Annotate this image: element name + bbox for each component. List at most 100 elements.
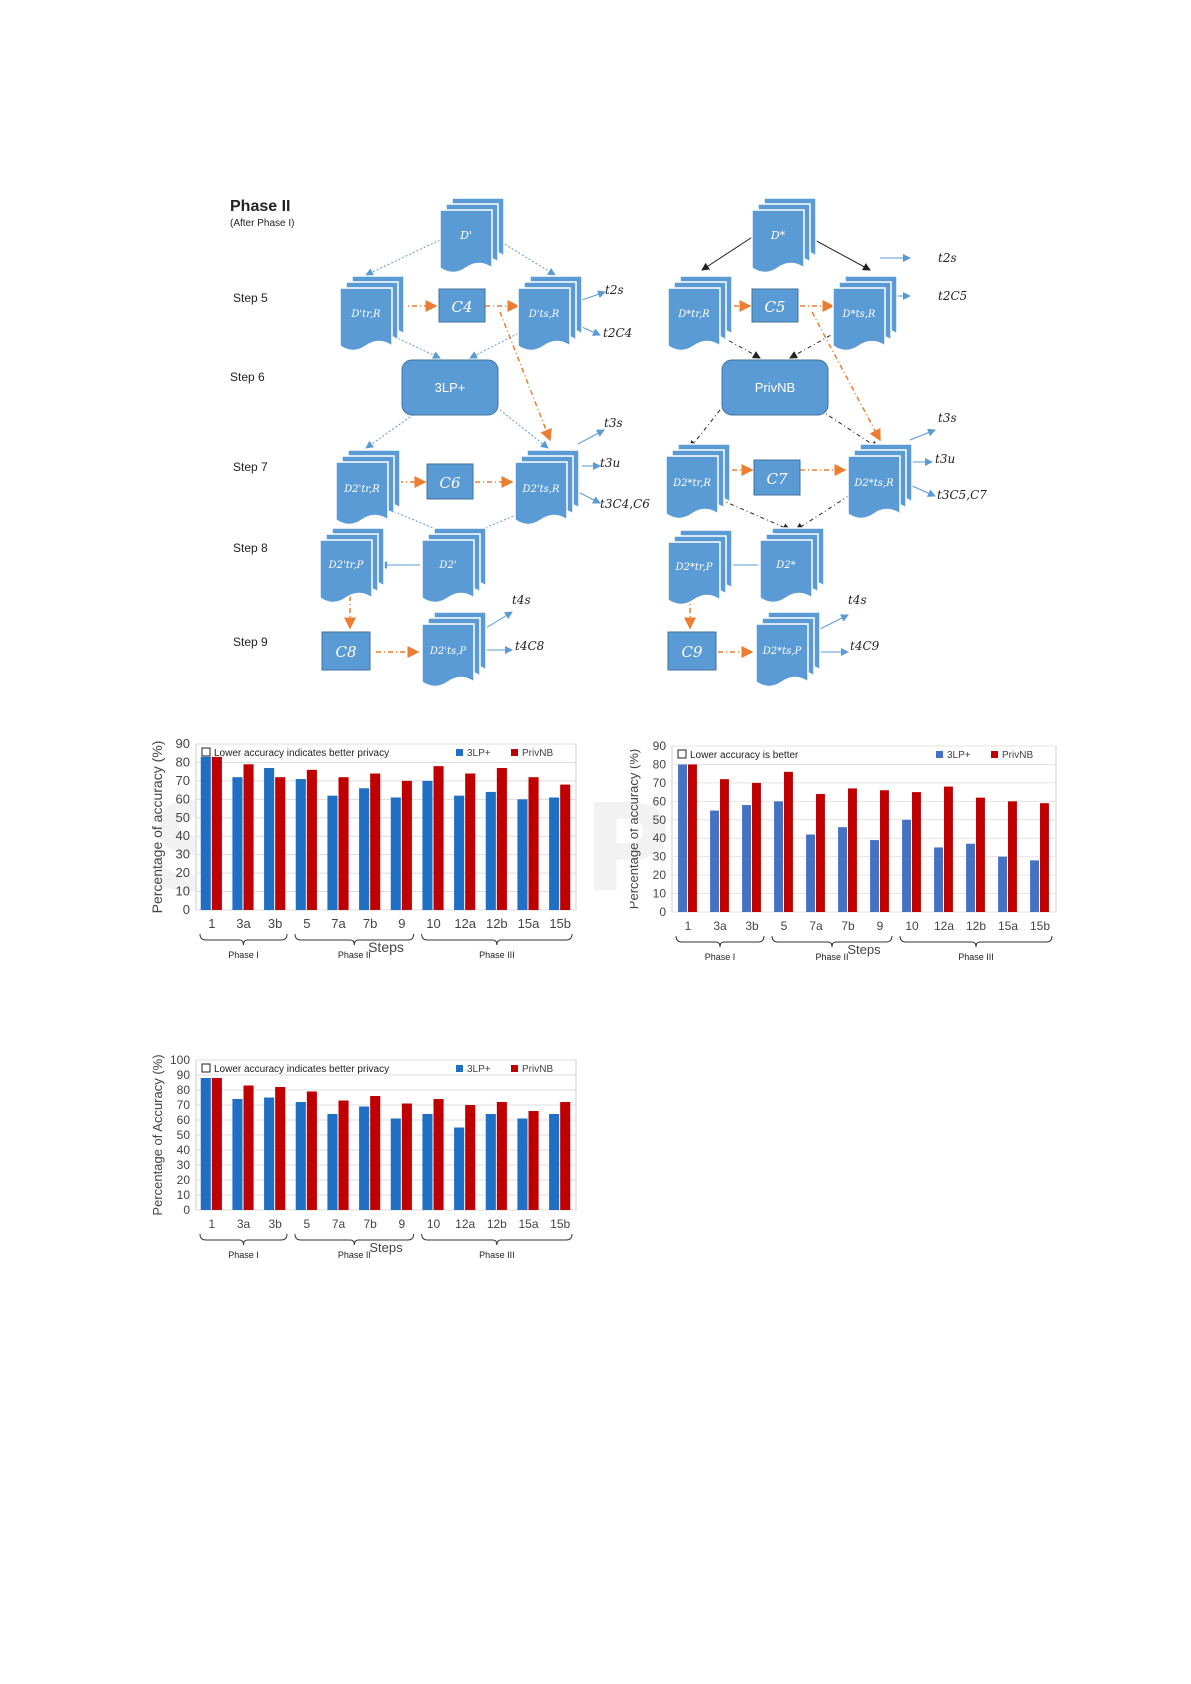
bar-3lp: [934, 847, 943, 912]
y-tick-label: 10: [653, 887, 667, 901]
svg-text:C6: C6: [439, 474, 460, 492]
x-tick-label: 10: [427, 1217, 441, 1231]
y-tick-label: 50: [653, 813, 667, 827]
step-label: Step 7: [233, 460, 268, 474]
checkbox-icon: [201, 747, 211, 757]
plot-area: [195, 743, 577, 911]
chart-svg: 0 10 20 30 40 50 60 70 80 90 Percentage of accurac…: [149, 736, 577, 960]
y-tick-label: 90: [653, 739, 667, 753]
bar-3lp: [232, 777, 243, 910]
bar-privnb: [211, 756, 222, 910]
bar-3lp: [806, 834, 815, 912]
x-tick-label: 12b: [966, 919, 986, 933]
bar-privnb: [465, 773, 476, 910]
bar-3lp: [359, 788, 370, 910]
y-tick-label: 30: [653, 850, 667, 864]
legend-label: 3LP+: [467, 1064, 491, 1075]
bar-privnb: [1008, 801, 1017, 912]
bar-privnb: [496, 1102, 507, 1210]
svg-text:D2': D2': [438, 560, 456, 571]
bar-privnb: [976, 797, 985, 912]
bar-3lp: [710, 810, 719, 912]
x-tick-label: 5: [303, 1217, 310, 1231]
y-tick-label: 0: [183, 1203, 190, 1217]
svg-text:D2*: D2*: [775, 560, 795, 571]
phase-label: Phase III: [479, 1250, 515, 1260]
bar-privnb: [338, 777, 349, 910]
step-label: Step 8: [233, 541, 268, 555]
x-tick-label: 5: [781, 919, 788, 933]
classifier-box: [321, 631, 371, 671]
bar-3lp: [295, 779, 306, 910]
svg-text:t3u: t3u: [935, 452, 955, 466]
bar-3lp: [966, 843, 975, 912]
bar-3lp: [870, 840, 879, 912]
svg-text:C5: C5: [764, 298, 785, 316]
y-tick-label: 70: [177, 1098, 191, 1112]
x-tick-label: 7b: [363, 916, 377, 931]
x-tick-label: 3a: [236, 916, 251, 931]
bar-3lp: [485, 1114, 496, 1210]
x-tick-label: 7b: [363, 1217, 377, 1231]
bar-3lp: [327, 795, 338, 910]
x-tick-label: 7a: [809, 919, 823, 933]
y-tick-label: 70: [653, 776, 667, 790]
phase-label: Phase I: [705, 952, 736, 962]
x-tick-label: 15a: [518, 916, 540, 931]
x-tick-label: 3a: [713, 919, 727, 933]
x-tick-label: 3a: [237, 1217, 251, 1231]
bar-privnb: [784, 771, 793, 912]
annotation-text: Lower accuracy indicates better privacy: [214, 1064, 389, 1075]
phase-brace: [199, 933, 288, 946]
bar-privnb: [848, 788, 857, 912]
bar-privnb: [688, 764, 697, 912]
bar-privnb: [275, 1087, 286, 1210]
annotation-text: Lower accuracy indicates better privacy: [214, 748, 389, 759]
bar-3lp: [295, 1102, 306, 1210]
svg-text:D2*ts,R: D2*ts,R: [853, 478, 894, 489]
legend-swatch: [456, 1065, 463, 1072]
phase-label: Phase III: [479, 950, 515, 960]
svg-text:D': D': [459, 229, 472, 242]
bar-privnb: [370, 773, 381, 910]
bar-3lp: [264, 1097, 275, 1210]
bar-privnb: [752, 782, 761, 912]
x-tick-label: 9: [398, 916, 405, 931]
classifier-box: [438, 288, 486, 323]
y-tick-label: 40: [653, 831, 667, 845]
svg-text:D2'tr,P: D2'tr,P: [328, 560, 364, 571]
y-tick-label: 90: [176, 736, 190, 751]
bar-privnb: [880, 790, 889, 912]
y-tick-label: 10: [177, 1188, 191, 1202]
bar-privnb: [338, 1100, 349, 1210]
svg-text:D'tr,R: D'tr,R: [350, 309, 381, 320]
svg-text:C8: C8: [335, 643, 356, 661]
y-tick-label: 40: [177, 1143, 191, 1157]
bar-privnb: [528, 777, 539, 910]
bar-privnb: [401, 780, 412, 910]
y-tick-label: 50: [177, 1128, 191, 1142]
step-label: Step 5: [233, 291, 268, 305]
bar-3lp: [264, 767, 275, 910]
legend-swatch: [511, 1065, 518, 1072]
bar-3lp: [1030, 860, 1039, 912]
bar-chart-3: 0 10 20 30 40 50 60 70 80 90 100 Percentage of Accu…: [148, 1052, 578, 1272]
svg-text:D2*ts,P: D2*ts,P: [762, 646, 802, 657]
step-label: Step 9: [233, 635, 268, 649]
y-tick-label: 100: [170, 1053, 190, 1067]
svg-text:D2*tr,P: D2*tr,P: [675, 562, 713, 573]
x-tick-label: 3b: [268, 916, 282, 931]
y-tick-label: 80: [176, 754, 190, 769]
bar-3lp: [200, 1078, 211, 1210]
step-label: Step 6: [230, 370, 265, 384]
chart-svg: 0 10 20 30 40 50 60 70 80 90 Percentage of accurac…: [626, 739, 1057, 962]
bar-3lp: [902, 819, 911, 912]
bar-3lp: [998, 856, 1007, 912]
bar-privnb: [243, 764, 254, 910]
svg-text:t3u: t3u: [600, 456, 620, 470]
phase-subtitle: (After Phase I): [230, 218, 295, 229]
phase-label: Phase II: [815, 952, 848, 962]
x-tick-label: 10: [426, 916, 440, 931]
svg-text:D*tr,R: D*tr,R: [677, 309, 710, 320]
